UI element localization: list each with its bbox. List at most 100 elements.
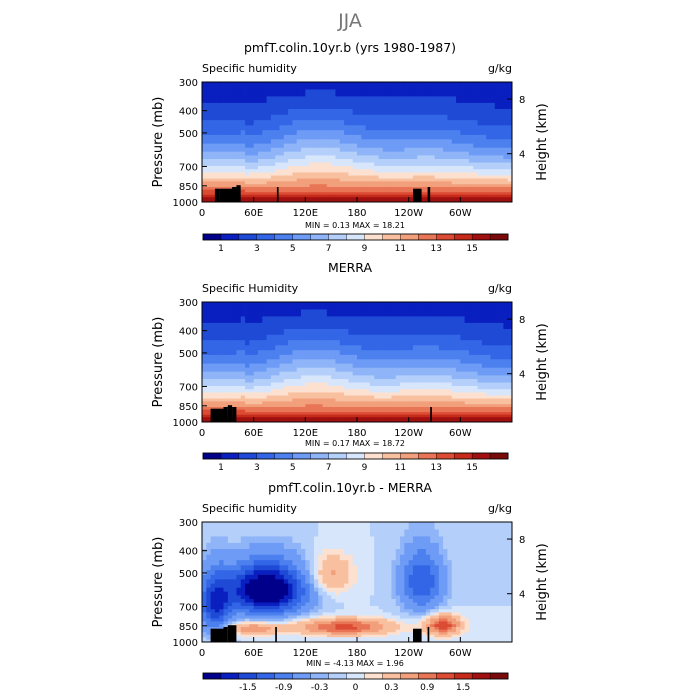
field-cell	[361, 120, 367, 126]
field-cell	[344, 134, 349, 140]
field-cell	[417, 529, 422, 537]
field-cell	[490, 178, 496, 182]
field-cell	[219, 89, 224, 97]
field-cell	[387, 186, 392, 191]
field-cell	[279, 329, 285, 336]
field-cell	[456, 389, 461, 393]
field-cell	[309, 186, 315, 191]
field-cell	[296, 130, 302, 136]
field-cell	[292, 375, 298, 380]
field-cell	[395, 334, 401, 341]
field-cell	[486, 109, 491, 116]
field-cell	[214, 184, 220, 188]
field-cell	[378, 159, 384, 163]
field-cell	[296, 151, 302, 156]
field-cell	[486, 350, 491, 356]
field-cell	[270, 389, 276, 393]
field-cell	[331, 350, 336, 356]
field-cell	[270, 162, 276, 167]
field-cell	[425, 340, 431, 346]
field-cell	[438, 189, 444, 193]
field-cell	[214, 130, 220, 136]
field-cell	[365, 189, 371, 193]
field-cell	[240, 197, 246, 201]
field-cell	[210, 162, 216, 167]
field-cell	[382, 192, 388, 196]
field-cell	[378, 181, 384, 185]
field-cell	[275, 159, 280, 163]
field-cell	[352, 151, 358, 156]
field-cell	[464, 96, 470, 104]
field-cell	[434, 172, 440, 176]
field-cell	[283, 155, 289, 160]
field-cell	[365, 542, 371, 550]
field-cell	[365, 151, 371, 156]
field-cell	[361, 155, 367, 160]
field-cell	[223, 96, 229, 104]
field-cell	[434, 114, 440, 121]
field-cell	[494, 412, 500, 416]
field-cell	[322, 125, 328, 131]
field-cell	[412, 302, 418, 310]
field-cell	[456, 175, 461, 179]
field-cell	[326, 189, 332, 193]
field-cell	[292, 162, 298, 167]
field-cell	[292, 412, 298, 416]
field-cell	[486, 178, 491, 182]
field-cell	[421, 159, 427, 163]
field-cell	[219, 316, 224, 324]
field-cell	[494, 350, 500, 356]
field-cell	[223, 560, 229, 566]
field-cell	[309, 334, 315, 341]
field-cell	[202, 125, 207, 131]
field-cell	[387, 401, 392, 405]
field-cell	[245, 189, 250, 193]
field-cell	[262, 401, 267, 405]
field-cell	[335, 385, 341, 390]
field-cell	[322, 375, 328, 380]
field-cell	[382, 345, 388, 351]
field-cell	[275, 409, 280, 413]
field-cell	[494, 197, 500, 201]
field-cell	[245, 412, 250, 416]
field-cell	[296, 382, 302, 387]
field-cell	[456, 302, 461, 310]
field-cell	[357, 549, 362, 556]
field-cell	[378, 529, 384, 537]
field-cell	[438, 385, 444, 390]
field-cell	[352, 143, 358, 149]
field-cell	[236, 302, 242, 310]
field-cell	[382, 395, 388, 399]
field-cell	[507, 172, 513, 176]
field-cell	[283, 197, 289, 201]
field-cell	[223, 89, 229, 97]
field-cell	[270, 334, 276, 341]
field-cell	[499, 417, 504, 421]
field-cell	[219, 102, 224, 110]
field-cell	[451, 109, 457, 116]
field-cell	[288, 309, 293, 317]
field-cell	[279, 340, 285, 346]
field-cell	[417, 414, 422, 418]
field-cell	[400, 143, 405, 149]
field-cell	[374, 359, 379, 365]
field-cell	[331, 536, 336, 544]
field-cell	[249, 96, 255, 104]
field-cell	[494, 184, 500, 188]
field-cell	[206, 529, 212, 537]
field-cell	[378, 143, 384, 149]
field-cell	[507, 345, 513, 351]
field-cell	[214, 89, 220, 97]
field-cell	[283, 151, 289, 156]
field-cell	[313, 322, 319, 330]
field-cell	[279, 542, 285, 550]
field-cell	[275, 143, 280, 149]
field-cell	[305, 125, 311, 131]
field-cell	[387, 549, 392, 556]
field-cell	[361, 192, 367, 196]
field-cell	[266, 536, 272, 544]
field-cell	[249, 414, 255, 418]
field-cell	[318, 379, 323, 383]
field-cell	[232, 302, 237, 310]
field-cell	[296, 316, 302, 324]
